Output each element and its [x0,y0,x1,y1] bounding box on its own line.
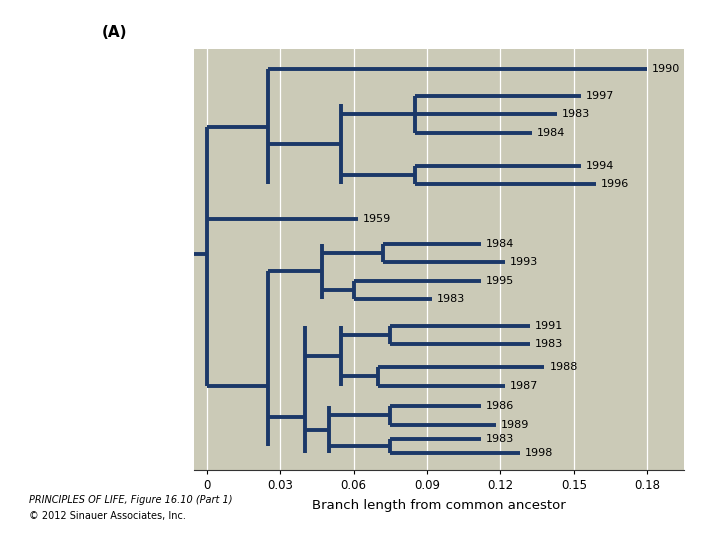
Text: 1997: 1997 [586,91,614,101]
Text: 1983: 1983 [486,434,514,444]
Text: 1989: 1989 [500,420,528,430]
Text: © 2012 Sinauer Associates, Inc.: © 2012 Sinauer Associates, Inc. [29,511,186,522]
Text: 1988: 1988 [549,362,577,372]
Text: 1990: 1990 [652,64,680,74]
Text: (A): (A) [102,25,127,40]
Text: 1987: 1987 [510,381,539,390]
Text: Figure 16.10  Dating the Origin of HIV-1 in Human Populations (Part 1): Figure 16.10 Dating the Origin of HIV-1 … [6,11,536,24]
Text: 1984: 1984 [537,128,565,138]
Text: 1983: 1983 [562,109,590,119]
Text: 1983: 1983 [535,340,563,349]
Text: 1994: 1994 [586,161,614,171]
X-axis label: Branch length from common ancestor: Branch length from common ancestor [312,499,566,512]
Text: PRINCIPLES OF LIFE, Figure 16.10 (Part 1): PRINCIPLES OF LIFE, Figure 16.10 (Part 1… [29,495,233,505]
Text: 1984: 1984 [486,239,514,249]
Text: 1983: 1983 [437,294,465,304]
Text: 1986: 1986 [486,401,514,411]
Text: 1998: 1998 [525,448,553,458]
Text: 1995: 1995 [486,276,514,286]
Text: 1991: 1991 [535,321,563,331]
Text: 1959: 1959 [364,214,392,224]
Text: 1993: 1993 [510,257,539,267]
Text: 1996: 1996 [600,179,629,189]
